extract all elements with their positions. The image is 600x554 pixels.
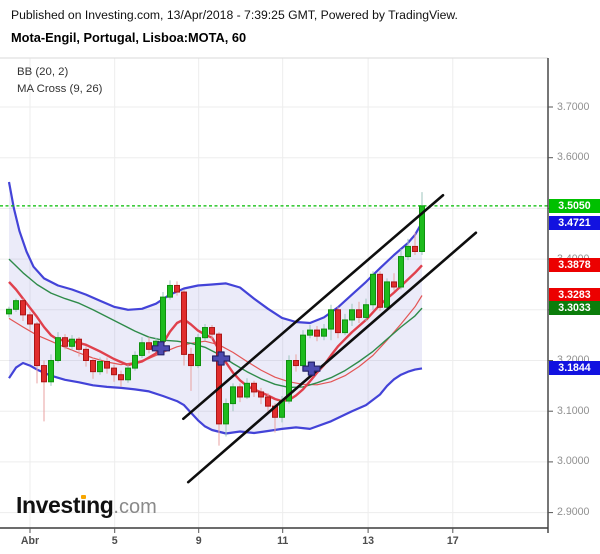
candle-up [139,342,145,356]
bb-band-fill [9,182,422,434]
candle-up [13,300,19,310]
candle-up [349,309,355,321]
trend-channel-line[interactable] [182,193,445,421]
candle-up [321,328,327,337]
candle-down [83,348,89,362]
candle-down [181,291,187,355]
price-badge-bb-upper: 3.4721 [549,215,600,230]
candle-up [286,360,292,402]
time-axis-label: 9 [195,535,202,547]
price-axis-label: 2.9000 [557,506,590,519]
candle-up [167,284,173,298]
candle-up [6,308,12,315]
candle-down [104,361,110,369]
logo-text: Invest [16,492,81,518]
price-badge-ma26: 3.3033 [549,301,600,316]
candle-up [370,273,376,306]
trend-channel-line[interactable] [186,231,478,484]
candle-up [328,309,334,330]
candle-down [377,273,383,308]
time-axis-label: 5 [111,535,118,547]
indicator-label-ma-cross: MA Cross (9, 26) [17,83,103,95]
candle-down [27,314,33,325]
candle-up [300,334,306,367]
ma-cross-signal-icon [302,361,321,376]
published-line: Published on Investing.com, 13/Apr/2018 … [11,8,458,22]
candle-down [293,360,299,367]
price-axis-label: 3.0000 [557,455,590,468]
candle-down [34,323,40,367]
candle-down [146,342,152,350]
time-axis-label: 13 [362,535,374,547]
price-axis-label: 3.7000 [557,100,590,113]
price-axis-label: 3.1000 [557,404,590,417]
candle-down [265,396,271,407]
time-axis-label: Abr [20,535,40,547]
candle-up [125,367,131,381]
candle-up [160,296,166,342]
candle-down [356,309,362,318]
candle-down [209,327,215,335]
instrument-title: Mota-Engil, Portugal, Lisboa:MOTA, 60 [11,30,247,45]
candle-down [118,374,124,381]
bb-lower-line [8,361,423,435]
candle-up [342,319,348,334]
indicator-label-bb: BB (20, 2) [17,66,69,78]
candle-down [20,300,26,316]
candle-up [419,205,425,252]
candle-up [132,354,138,369]
ma-cross-signal-icon [212,351,231,366]
ma-cross-signal-icon [151,341,170,356]
candle-down [174,284,180,293]
candle-up [48,360,54,383]
candle-down [90,360,96,373]
candle-up [97,361,103,373]
candle-down [258,391,264,398]
candle-down [111,367,117,376]
candle-down [412,245,418,252]
candle-down [62,337,68,347]
candle-down [391,281,397,288]
candle-up [405,245,411,258]
candle-up [223,403,229,425]
candle-up [363,304,369,318]
candle-up [202,327,208,339]
time-axis-label: 11 [277,535,289,547]
candle-down [335,309,341,334]
logo-orange-dot-icon: i [80,492,87,518]
candle-up [230,386,236,405]
logo-domain: .com [113,496,157,518]
price-badge-ma9: 3.3878 [549,258,600,273]
candle-down [251,382,257,393]
candle-up [384,281,390,308]
candle-up [55,337,61,361]
price-badge-bb-basis: 3.3283 [549,288,600,303]
candle-up [398,256,404,288]
candle-down [76,338,82,350]
candle-up [195,337,201,367]
candle-down [237,386,243,398]
candle-down [41,365,47,383]
candle-up [307,329,313,336]
candle-down [314,329,320,337]
bb-upper-line [7,181,423,325]
price-badge-bb-lower: 3.1844 [549,361,600,376]
price-badge-last-price: 3.5050 [549,198,600,213]
candle-down [188,353,194,367]
indicator-legend: BB (20, 2) MA Cross (9, 26) [17,64,102,98]
candle-up [244,382,250,398]
candle-up [69,338,75,347]
investing-logo: Investing.com [16,492,157,518]
candle-down [216,333,222,425]
price-axis-label: 3.6000 [557,151,590,164]
time-axis-label: 17 [446,535,459,547]
